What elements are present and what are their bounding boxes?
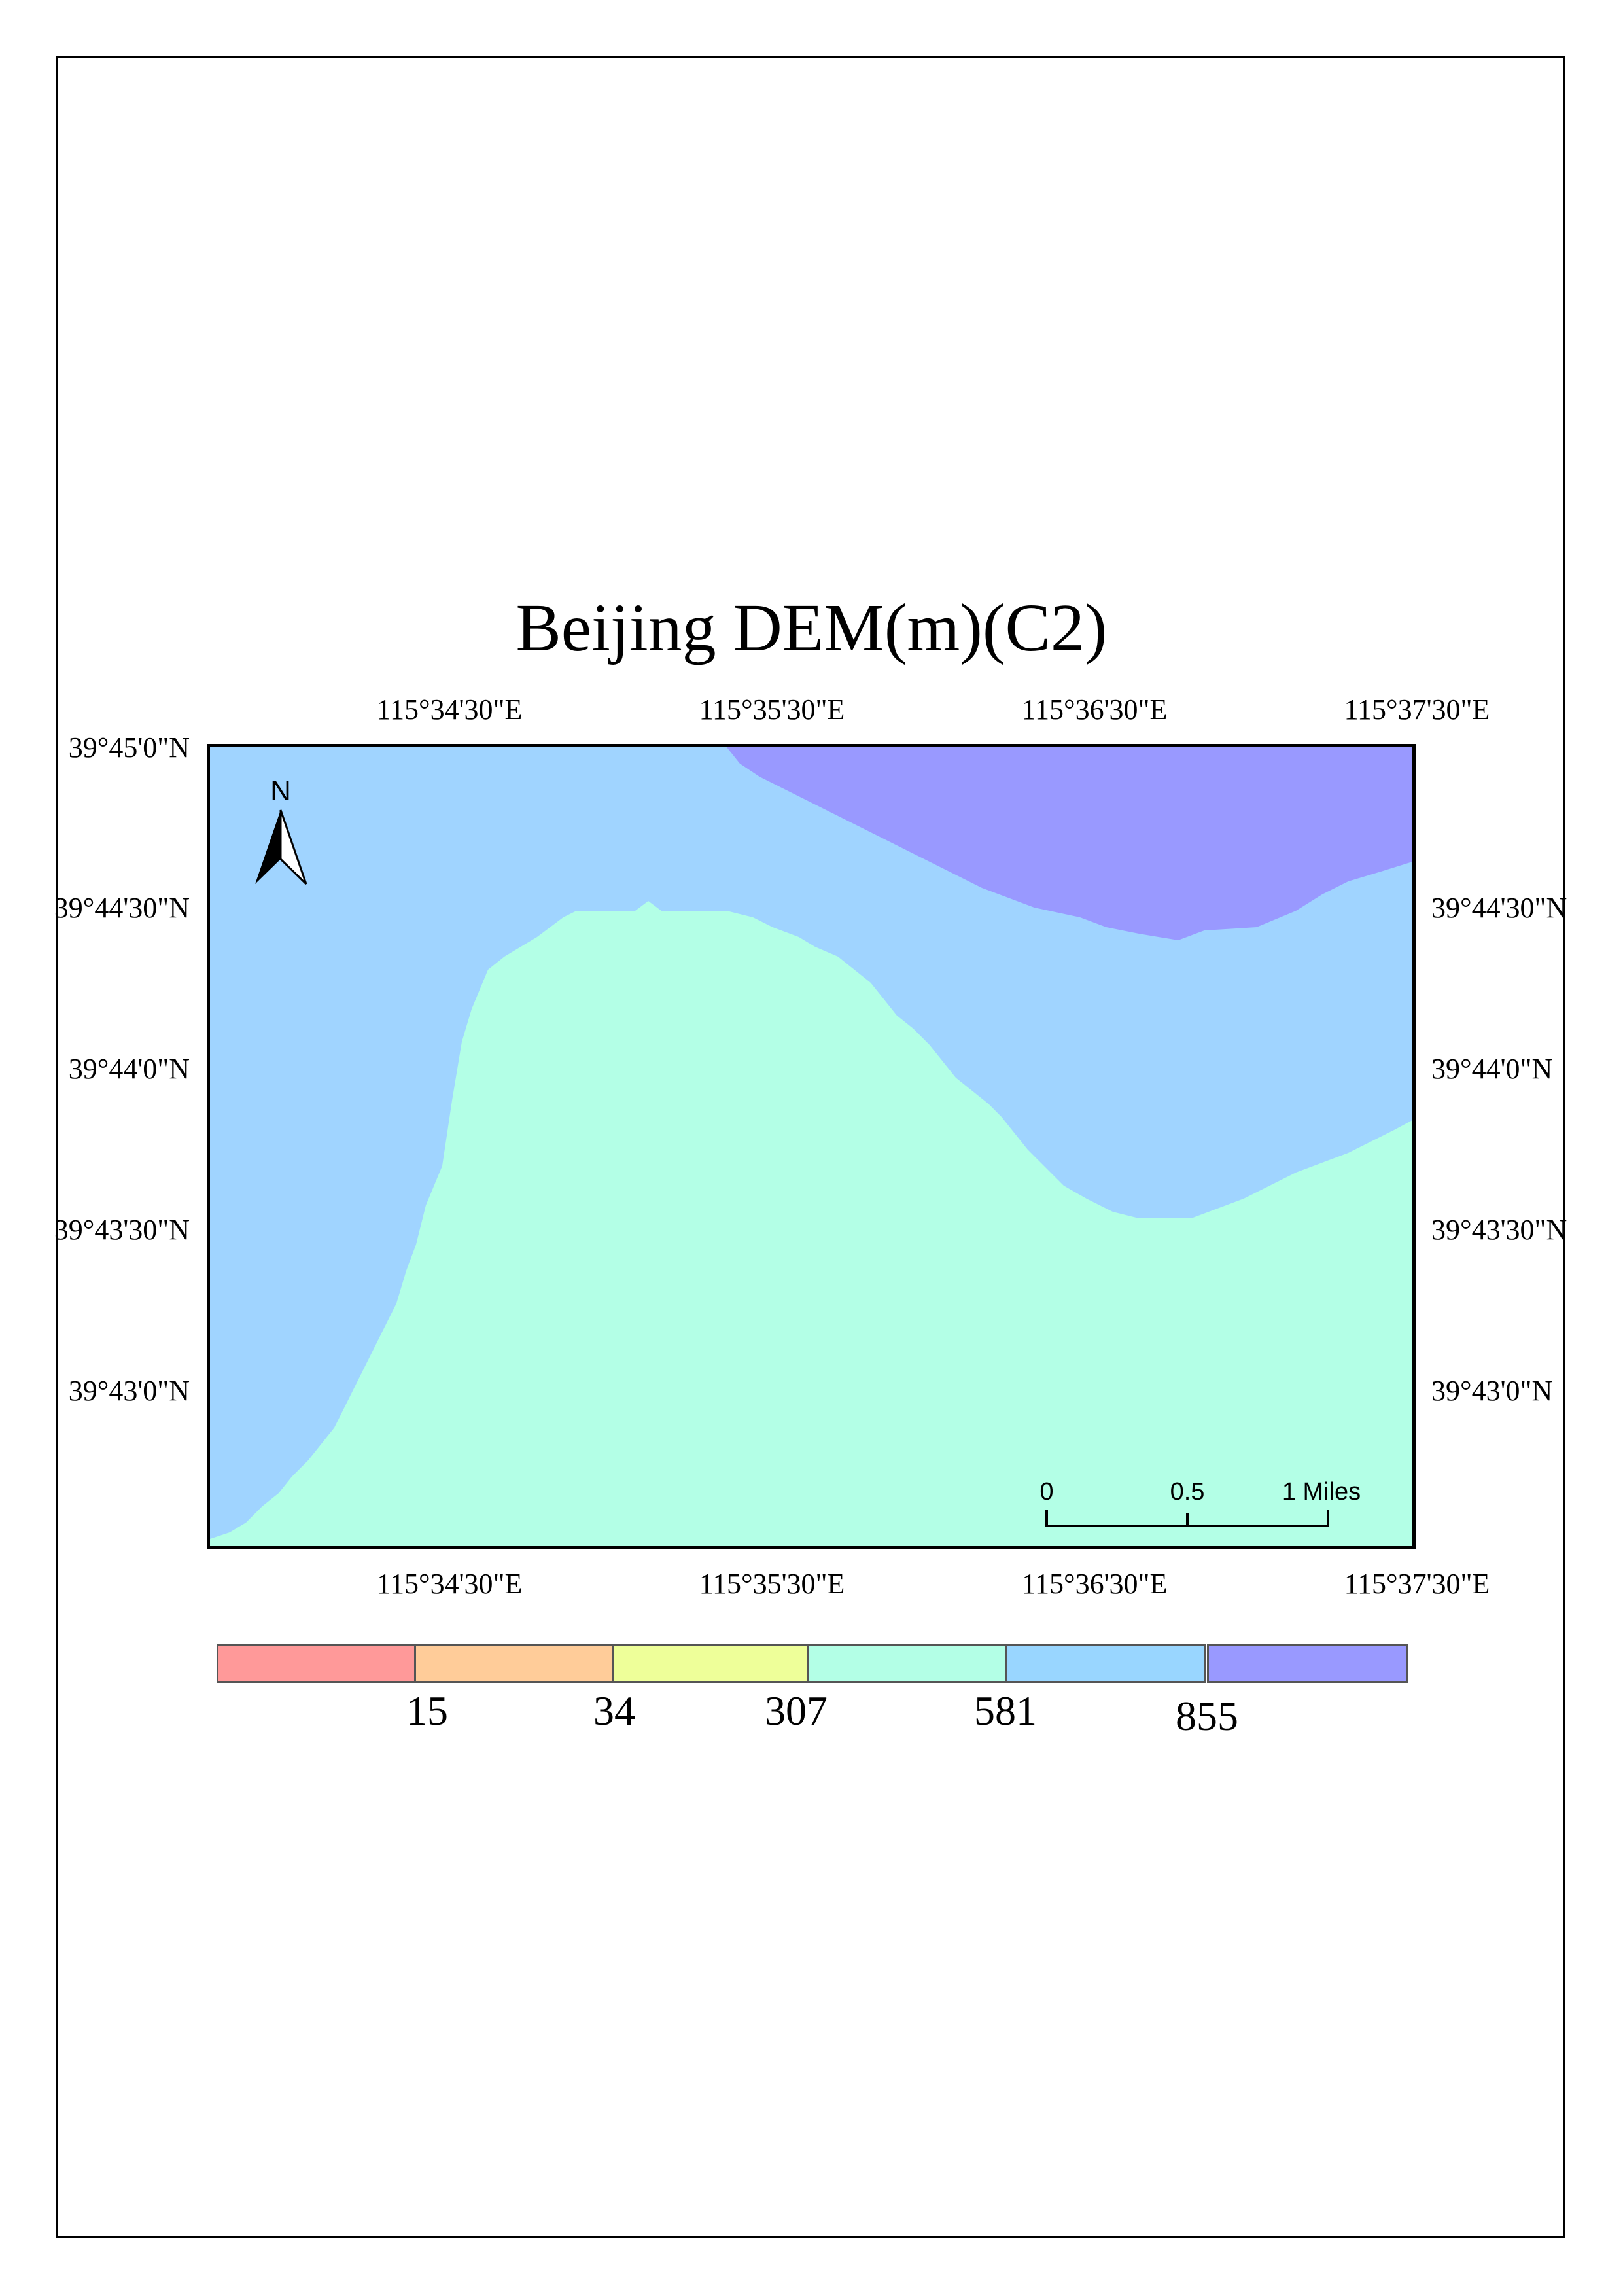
legend-swatch — [217, 1644, 416, 1683]
page-frame — [56, 56, 1565, 2238]
bottom-longitude-label: 115°37'30"E — [1344, 1568, 1490, 1600]
scale-label-1: 1 Miles — [1282, 1478, 1361, 1506]
legend-break-label: 34 — [593, 1687, 635, 1734]
left-latitude-label: 39°43'30"N — [54, 1214, 190, 1246]
scale-bar: 0 0.5 1 Miles — [1039, 1478, 1361, 1527]
right-latitude-label: 39°43'0"N — [1431, 1375, 1553, 1407]
legend-break-label: 855 — [1176, 1693, 1238, 1739]
legend-swatch — [612, 1644, 809, 1683]
legend-break-label: 307 — [765, 1687, 828, 1734]
legend-swatch — [807, 1644, 1007, 1683]
right-latitude-label: 39°44'30"N — [1431, 892, 1567, 924]
top-longitude-label: 115°34'30"E — [376, 694, 523, 726]
bottom-longitude-label: 115°36'30"E — [1021, 1568, 1168, 1600]
right-latitude-label: 39°44'0"N — [1431, 1053, 1553, 1085]
bottom-longitude-label: 115°35'30"E — [699, 1568, 845, 1600]
top-longitude-label: 115°36'30"E — [1021, 694, 1168, 726]
north-arrow-label: N — [270, 775, 291, 807]
scale-label-half: 0.5 — [1170, 1478, 1205, 1506]
dem-zone-above-855 — [727, 747, 1412, 940]
top-longitude-label: 115°35'30"E — [699, 694, 845, 726]
left-latitude-label: 39°43'0"N — [68, 1375, 190, 1407]
legend-swatch — [1005, 1644, 1206, 1683]
top-longitude-label: 115°37'30"E — [1344, 694, 1490, 726]
left-latitude-label: 39°44'0"N — [68, 1053, 190, 1085]
map-frame — [207, 744, 1416, 1549]
north-arrow-icon: N — [255, 775, 307, 885]
left-latitude-label: 39°45'0"N — [68, 732, 190, 764]
right-latitude-label: 39°43'30"N — [1431, 1214, 1567, 1246]
legend-swatch — [1207, 1644, 1408, 1683]
dem-raster — [210, 747, 1412, 1546]
bottom-longitude-label: 115°34'30"E — [376, 1568, 523, 1600]
legend — [217, 1644, 1408, 1686]
left-latitude-label: 39°44'30"N — [54, 892, 190, 924]
legend-swatch — [414, 1644, 614, 1683]
legend-break-label: 581 — [974, 1687, 1037, 1734]
map-title: Beijing DEM(m)(C2) — [515, 590, 1108, 665]
dem-zone-307-581 — [210, 901, 1412, 1546]
legend-break-label: 15 — [406, 1687, 448, 1734]
scale-label-0: 0 — [1039, 1478, 1053, 1506]
